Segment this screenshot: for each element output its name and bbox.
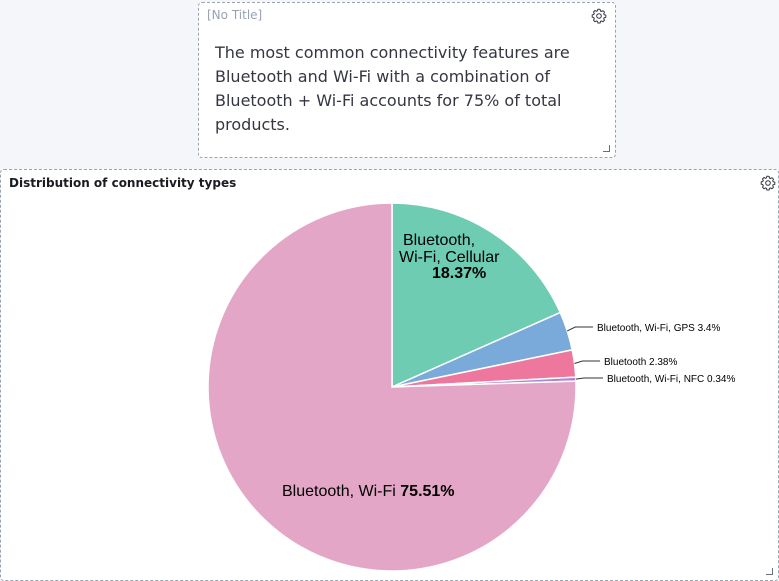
slice-label: Bluetooth, Wi-Fi, NFC 0.34% [607, 374, 735, 385]
leader-line [574, 360, 600, 364]
slice-label: Bluetooth 2.38% [604, 357, 677, 368]
leader-line [567, 326, 593, 332]
gear-icon [591, 8, 607, 24]
slice-label: Bluetooth, [403, 232, 475, 249]
pie-slice[interactable] [391, 202, 562, 389]
pie-slice[interactable] [207, 202, 577, 572]
gear-icon [760, 175, 776, 191]
slice-label: Bluetooth, Wi-Fi, GPS 3.4% [597, 323, 720, 334]
slice-label: Bluetooth, Wi-Fi 75.51% [282, 483, 455, 500]
slice-value-label: 18.37% [432, 265, 486, 282]
markdown-text: The most common connectivity features ar… [215, 43, 570, 134]
chart-panel: Distribution of connectivity types Bluet… [0, 169, 779, 581]
slice-label: Wi-Fi, Cellular [399, 249, 500, 266]
chart-title: Distribution of connectivity types [9, 176, 237, 190]
markdown-panel-resize-handle[interactable] [603, 145, 610, 152]
markdown-panel-settings-button[interactable] [589, 6, 609, 26]
chart-panel-settings-button[interactable] [758, 173, 778, 193]
markdown-panel-title: [No Title] [207, 8, 263, 22]
leader-line [575, 377, 603, 380]
markdown-panel: [No Title] The most common connectivity … [198, 2, 616, 158]
chart-panel-resize-handle[interactable] [766, 568, 773, 575]
